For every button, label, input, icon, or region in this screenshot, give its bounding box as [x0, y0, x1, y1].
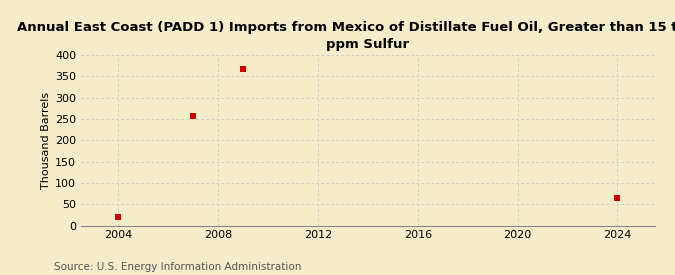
Point [612, 196, 623, 200]
Title: Annual East Coast (PADD 1) Imports from Mexico of Distillate Fuel Oil, Greater t: Annual East Coast (PADD 1) Imports from … [17, 21, 675, 51]
Y-axis label: Thousand Barrels: Thousand Barrels [41, 92, 51, 189]
Text: Source: U.S. Energy Information Administration: Source: U.S. Energy Information Administ… [54, 262, 301, 272]
Point [113, 215, 124, 219]
Point [188, 113, 198, 118]
Point [238, 67, 248, 71]
